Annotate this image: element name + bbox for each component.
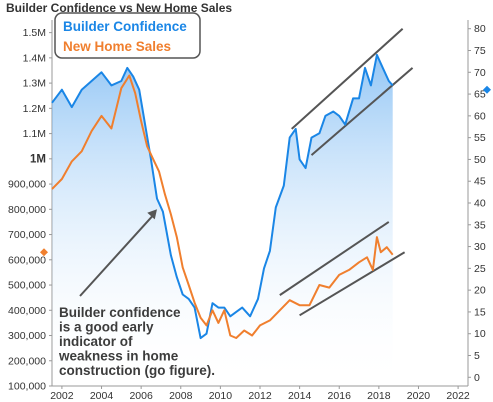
right-tick-label: 20 [474,285,486,297]
right-tick-label: 35 [474,219,486,231]
left-tick-label: 400,000 [8,305,46,317]
x-tick-label: 2008 [169,390,193,402]
builder-confidence-line [51,53,394,340]
annotation-arrow-head [147,209,157,220]
left-tick-label: 800,000 [8,204,46,216]
left-tick-label: 500,000 [8,280,46,292]
annotation-line: weakness in home [58,349,179,364]
right-tick-label: 10 [474,328,486,340]
new-home-sales-line [51,74,394,339]
x-tick-label: 2006 [129,390,153,402]
left-tick-label: 1.5M [23,27,46,39]
x-tick-label: 2004 [90,390,114,402]
annotation-line: construction (go figure). [59,363,215,378]
annotation-line: Builder confidence [59,305,181,320]
area-layer [52,54,393,387]
left-tick-label: 100,000 [8,381,46,393]
trend-lines [279,27,414,317]
right-tick-label: 75 [474,45,486,57]
right-tick-label: 60 [474,110,486,122]
annotation-line: indicator of [59,334,133,349]
legend-entry: New Home Sales [63,39,171,54]
trend-line [299,251,406,317]
builder-confidence-area [52,54,393,387]
right-tick-label: 40 [474,198,486,210]
trend-line [279,221,390,296]
right-tick-label: 70 [474,67,486,79]
legend-entry: Builder Confidence [63,19,187,34]
left-tick-label: 900,000 [8,179,46,191]
right-tick-label: 55 [474,132,486,144]
x-tick-label: 2018 [367,390,391,402]
left-tick-label: 1.1M [23,128,46,140]
trend-line [291,27,404,130]
right-tick-label: 25 [474,263,486,275]
right-tick-label: 0 [474,372,480,384]
right-tick-label: 15 [474,306,486,318]
x-axis-ticks: 2002 2004 2006 2008 2010 2012 2014 2016 2018 2020… [50,386,470,402]
x-tick-label: 2014 [288,390,312,402]
left-tick-label: 1.2M [23,103,46,115]
builder-confidence-marker [483,85,491,94]
series-layer [51,53,394,340]
left-tick-label: 200,000 [8,355,46,367]
new-home-sales-marker [40,248,48,257]
left-tick-label: 1M [30,153,46,165]
left-tick-label: 300,000 [8,330,46,342]
trend-line [310,67,414,156]
right-tick-label: 80 [474,23,486,35]
left-tick-label: 700,000 [8,229,46,241]
annotation-arrow-shaft [79,213,155,297]
chart-title: Builder Confidence vs New Home Sales [6,1,232,15]
annotation-line: is a good early [59,320,154,335]
right-tick-label: 30 [474,241,486,253]
x-tick-label: 2016 [328,390,352,402]
right-tick-label: 45 [474,176,486,188]
x-tick-label: 2002 [50,390,74,402]
x-tick-label: 2022 [446,390,470,402]
left-tick-label: 600,000 [8,254,46,266]
x-tick-label: 2012 [248,390,272,402]
last-value-markers [40,85,491,257]
left-tick-label: 1.4M [23,52,46,64]
left-axis-ticks: 1.5M 1.4M 1.3M 1.2M 1.1M 1M 900,000 800,000 700,… [8,27,52,393]
x-tick-label: 2010 [209,390,233,402]
legend-box [54,12,201,59]
right-tick-label: 5 [474,350,480,362]
left-tick-label: 1.3M [23,78,46,90]
x-tick-label: 2020 [407,390,431,402]
right-tick-label: 50 [474,154,486,166]
right-tick-label: 65 [474,89,486,101]
legend: Builder Confidence New Home Sales [54,12,201,59]
